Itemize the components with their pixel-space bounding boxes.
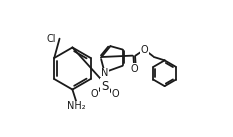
Text: Cl: Cl	[47, 34, 56, 44]
Text: O: O	[140, 45, 148, 55]
Text: S: S	[101, 80, 109, 93]
Text: O: O	[111, 89, 119, 99]
Text: O: O	[131, 64, 139, 73]
Text: N: N	[101, 68, 109, 78]
Text: NH₂: NH₂	[66, 102, 85, 112]
Text: O: O	[90, 89, 98, 99]
